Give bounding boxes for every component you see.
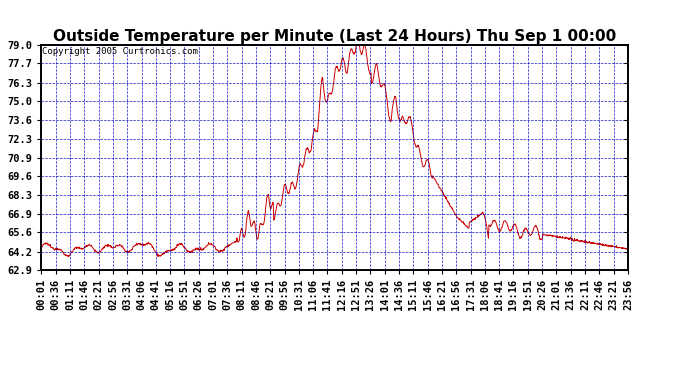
Title: Outside Temperature per Minute (Last 24 Hours) Thu Sep 1 00:00: Outside Temperature per Minute (Last 24 … bbox=[53, 29, 616, 44]
Text: Copyright 2005 Curtronics.com: Copyright 2005 Curtronics.com bbox=[42, 47, 198, 56]
